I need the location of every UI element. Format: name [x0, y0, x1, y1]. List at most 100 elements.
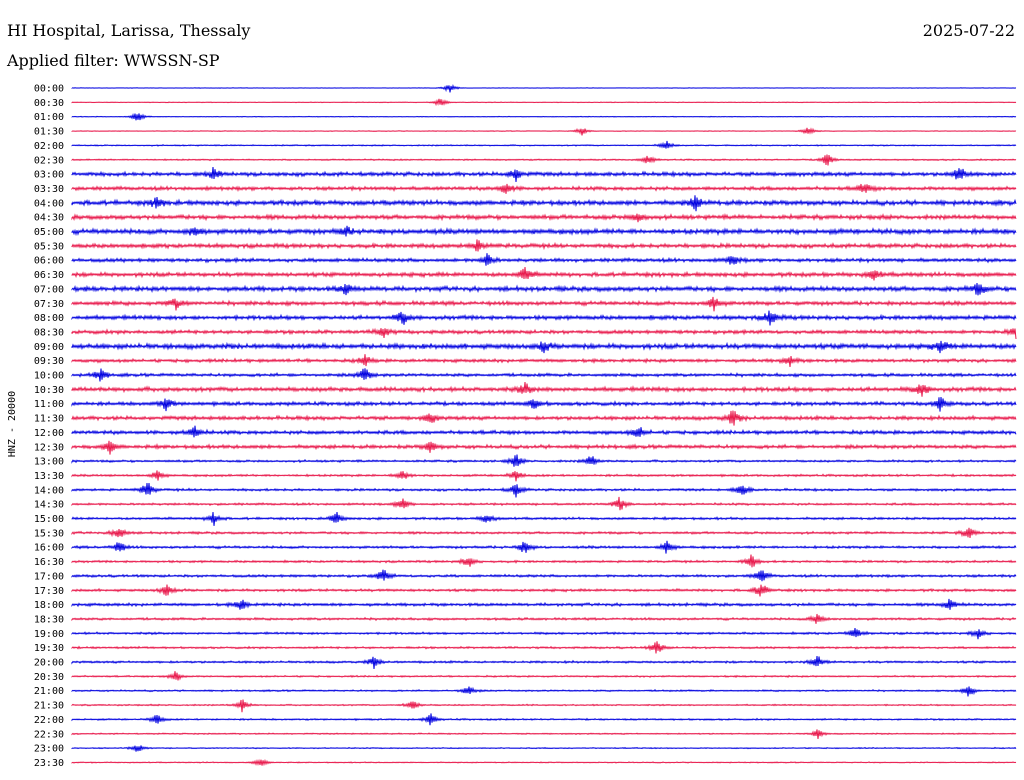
trace-time-label: 00:30	[34, 98, 64, 109]
trace-line	[71, 758, 1017, 767]
trace-time-label: 01:30	[34, 127, 64, 138]
trace-line	[71, 745, 1017, 752]
trace-time-label: 21:00	[34, 686, 64, 697]
trace-time-label: 16:30	[34, 557, 64, 568]
trace-line	[71, 483, 1017, 498]
trace-line	[71, 641, 1017, 654]
trace-time-label: 11:30	[34, 414, 64, 425]
trace-time-label: 20:30	[34, 672, 64, 683]
trace-time-label: 23:00	[34, 744, 64, 755]
trace-line	[71, 511, 1017, 526]
trace-time-label: 18:00	[34, 600, 64, 611]
trace-time-label: 09:00	[34, 342, 64, 353]
trace-line	[71, 381, 1017, 397]
trace-line	[71, 396, 1017, 412]
trace-line	[71, 327, 1017, 340]
trace-group: 00:00 00:30 01:00 01:30 02:00 02:30 03:00 03:30…	[34, 83, 1017, 769]
trace-time-label: 04:00	[34, 198, 64, 209]
trace-time-label: 05:30	[34, 241, 64, 252]
trace-time-label: 04:30	[34, 213, 64, 224]
trace-time-label: 15:30	[34, 528, 64, 539]
trace-time-label: 12:00	[34, 428, 64, 439]
trace-line	[71, 527, 1017, 539]
trace-line	[71, 340, 1017, 354]
trace-time-label: 21:30	[34, 701, 64, 712]
trace-time-label: 07:30	[34, 299, 64, 310]
trace-time-label: 08:00	[34, 313, 64, 324]
trace-line	[71, 195, 1017, 212]
trace-line	[71, 225, 1017, 237]
trace-line	[71, 584, 1017, 597]
station-title: HI Hospital, Larissa, Thessaly	[7, 21, 251, 40]
trace-line	[71, 470, 1017, 482]
trace-line	[71, 354, 1017, 368]
trace-line	[71, 113, 1017, 121]
trace-time-label: 03:00	[34, 170, 64, 181]
trace-time-label: 15:00	[34, 514, 64, 525]
trace-line	[71, 127, 1017, 136]
trace-line	[71, 598, 1017, 610]
trace-line	[71, 713, 1017, 726]
trace-time-label: 05:00	[34, 227, 64, 238]
trace-time-label: 23:30	[34, 758, 64, 769]
trace-line	[71, 440, 1017, 455]
trace-line	[71, 310, 1017, 326]
trace-line	[71, 83, 1017, 93]
trace-line	[71, 627, 1017, 640]
trace-time-label: 16:00	[34, 543, 64, 554]
trace-line	[71, 655, 1017, 669]
trace-time-label: 11:00	[34, 399, 64, 410]
trace-time-label: 08:30	[34, 327, 64, 338]
trace-line	[71, 729, 1017, 739]
trace-line	[71, 166, 1017, 182]
trace-line	[71, 183, 1017, 194]
filter-label: Applied filter: WWSSN-SP	[7, 51, 220, 70]
trace-time-label: 07:00	[34, 284, 64, 295]
trace-line	[71, 282, 1017, 296]
trace-time-label: 20:00	[34, 658, 64, 669]
trace-line	[71, 212, 1017, 223]
trace-time-label: 18:30	[34, 614, 64, 625]
trace-time-label: 00:00	[34, 84, 64, 95]
trace-line	[71, 266, 1017, 281]
trace-time-label: 22:00	[34, 715, 64, 726]
trace-line	[71, 540, 1017, 554]
trace-line	[71, 671, 1017, 681]
trace-line	[71, 425, 1017, 438]
trace-time-label: 14:30	[34, 500, 64, 511]
trace-line	[71, 569, 1017, 582]
trace-line	[71, 239, 1017, 252]
trace-line	[71, 410, 1017, 426]
trace-time-label: 17:30	[34, 586, 64, 597]
trace-line	[71, 368, 1017, 382]
trace-line	[71, 98, 1017, 107]
trace-line	[71, 296, 1017, 312]
trace-time-label: 22:30	[34, 729, 64, 740]
trace-line	[71, 613, 1017, 624]
trace-time-label: 12:30	[34, 442, 64, 453]
trace-time-label: 19:00	[34, 629, 64, 640]
trace-time-label: 02:30	[34, 155, 64, 166]
trace-time-label: 13:00	[34, 457, 64, 468]
trace-line	[71, 140, 1017, 149]
trace-time-label: 01:00	[34, 112, 64, 123]
trace-time-label: 10:00	[34, 371, 64, 382]
trace-time-label: 09:30	[34, 356, 64, 367]
trace-time-label: 14:00	[34, 485, 64, 496]
trace-time-label: 02:00	[34, 141, 64, 152]
trace-time-label: 10:30	[34, 385, 64, 396]
trace-time-label: 06:00	[34, 256, 64, 267]
trace-line	[71, 454, 1017, 467]
trace-time-label: 19:30	[34, 643, 64, 654]
trace-line	[71, 154, 1017, 166]
y-axis-label: HNZ - 20000	[7, 391, 18, 457]
trace-time-label: 17:00	[34, 571, 64, 582]
date-label: 2025-07-22	[922, 21, 1015, 40]
trace-line	[71, 496, 1017, 511]
trace-time-label: 06:30	[34, 270, 64, 281]
trace-line	[71, 686, 1017, 697]
trace-time-label: 03:30	[34, 184, 64, 195]
trace-line	[71, 699, 1017, 713]
trace-line	[71, 554, 1017, 568]
